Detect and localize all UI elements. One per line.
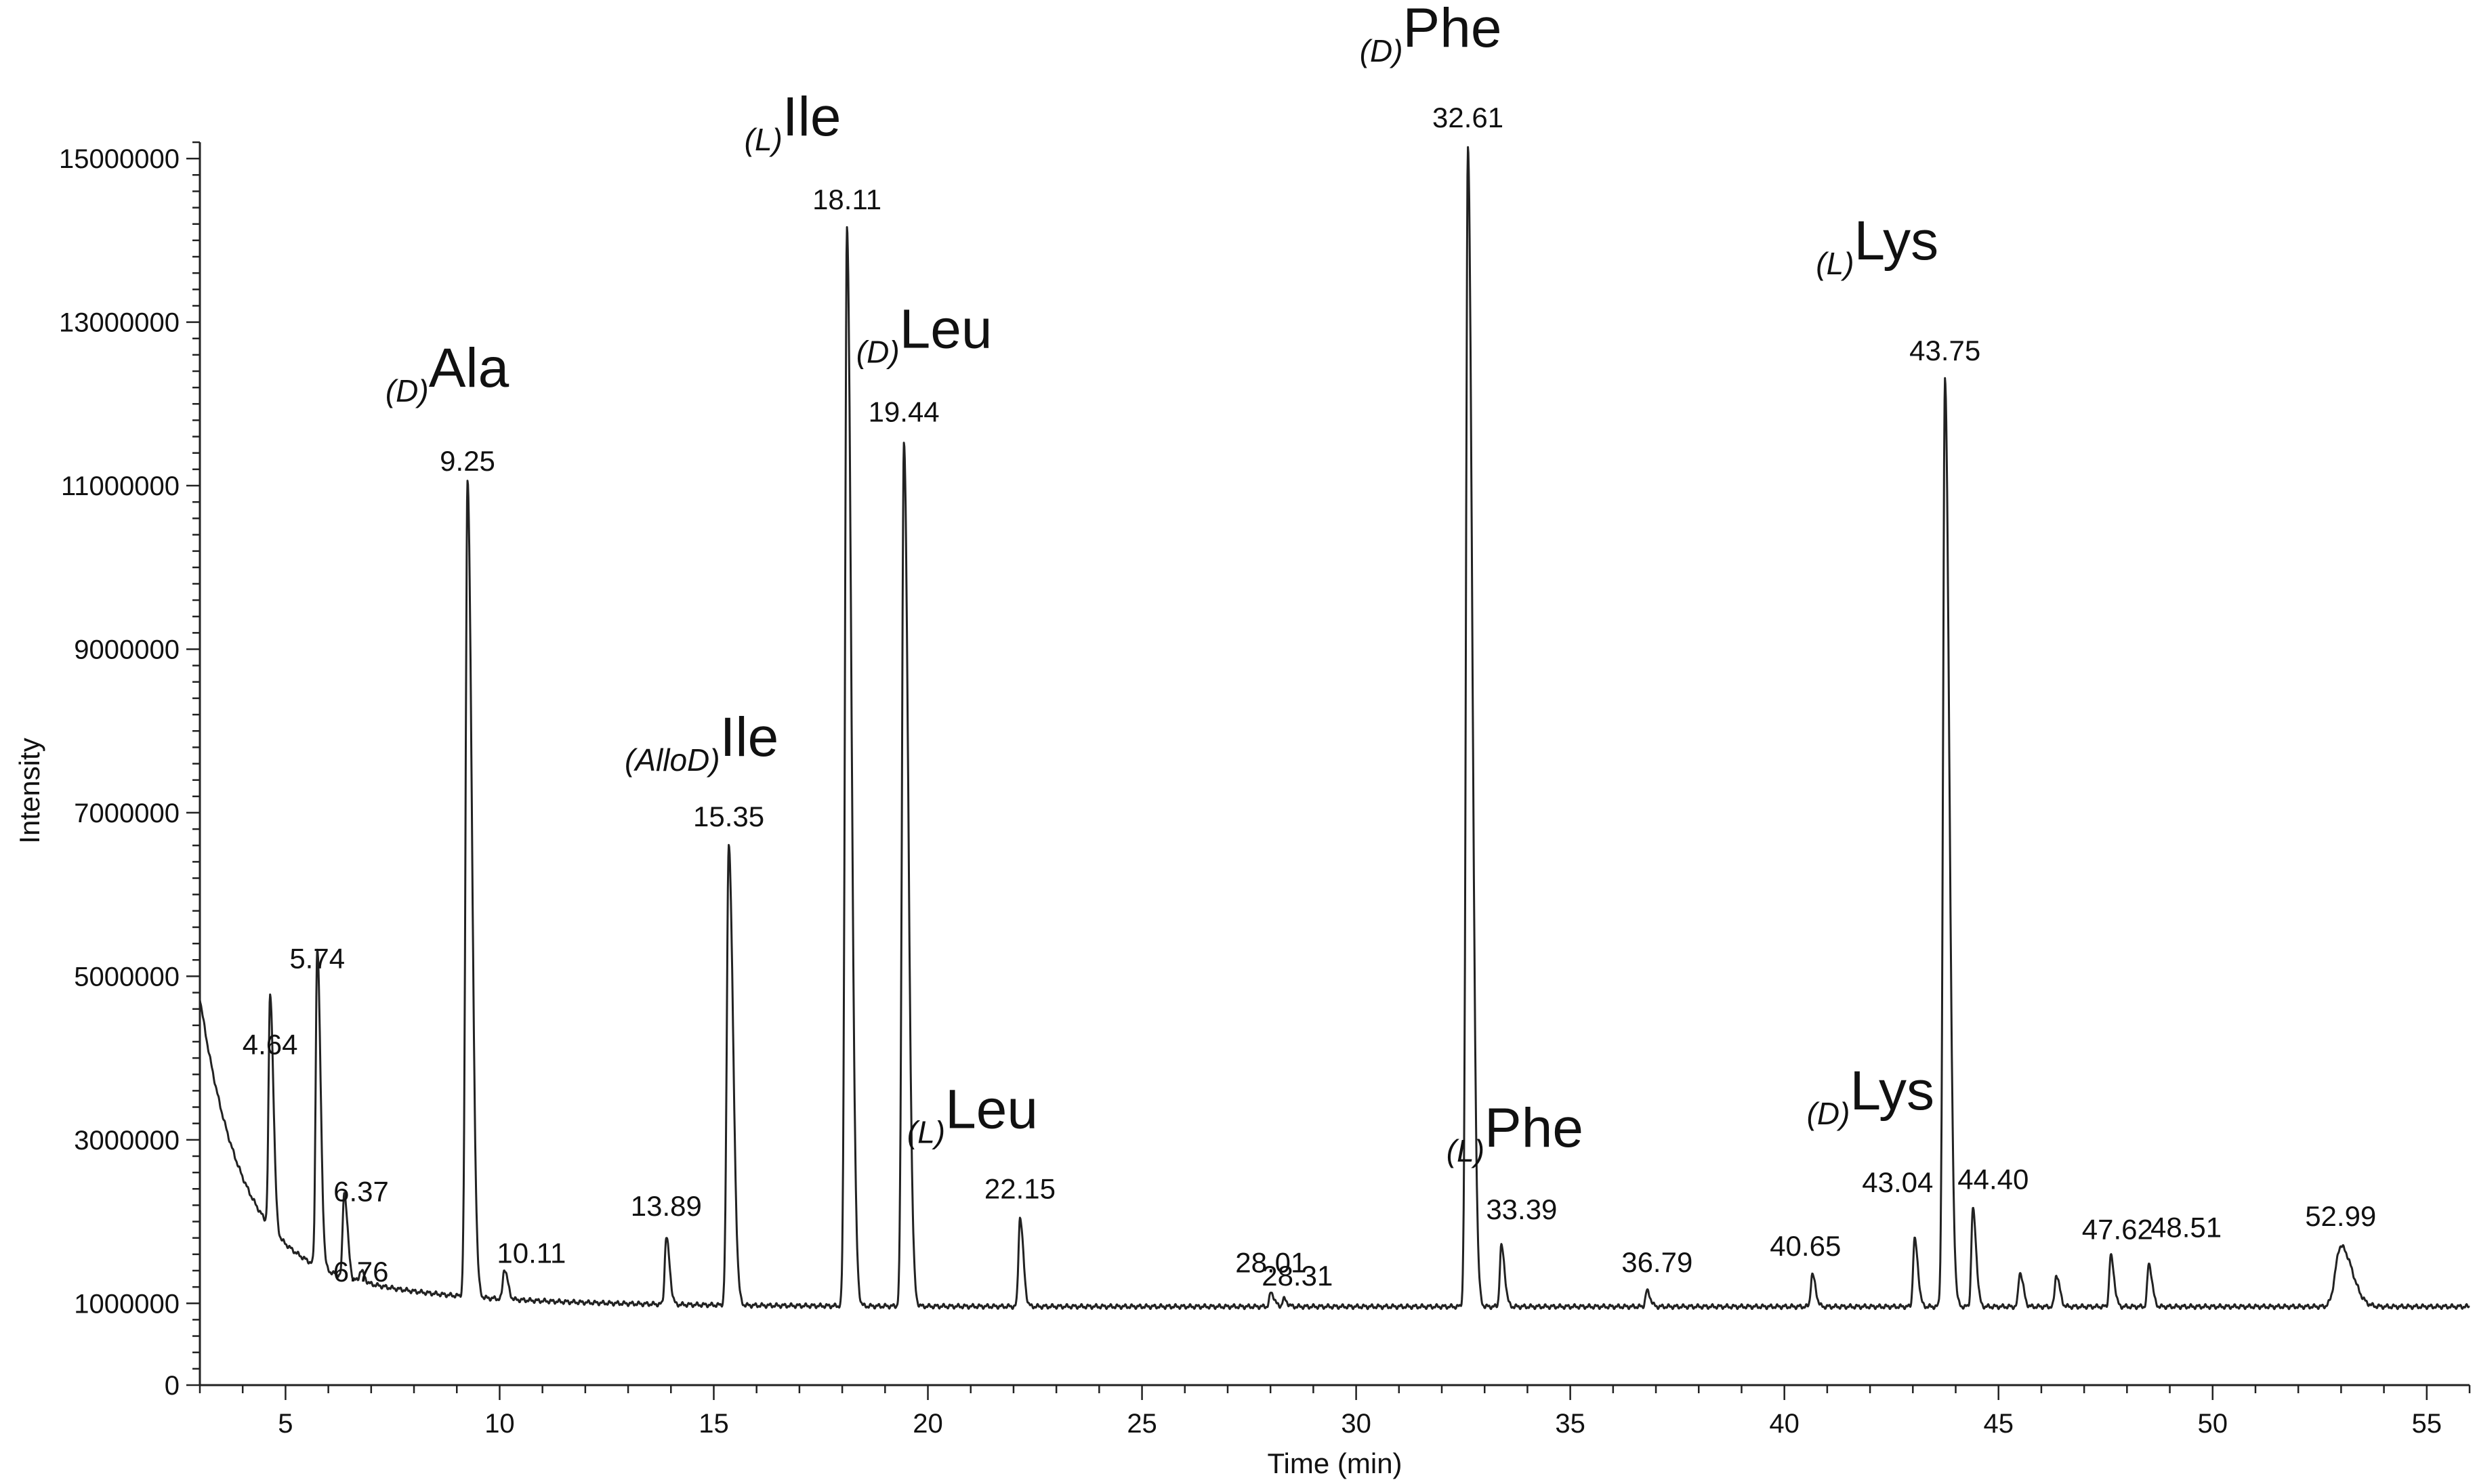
- compound-config: (L): [1816, 246, 1854, 281]
- compound-name: Ile: [783, 86, 841, 148]
- y-tick-label: 15000000: [59, 144, 180, 174]
- x-tick-label: 5: [278, 1409, 293, 1439]
- peak-rt-label: 40.65: [1770, 1230, 1841, 1262]
- peak-rt-label: 5.74: [289, 942, 345, 974]
- y-tick-label: 1000000: [74, 1289, 180, 1319]
- compound-name: Leu: [900, 299, 993, 360]
- peak-rt-label: 9.25: [440, 445, 495, 477]
- peak-rt-label: 44.40: [1957, 1163, 2029, 1195]
- compound-name: Ala: [429, 337, 509, 399]
- y-tick-label: 9000000: [74, 635, 180, 664]
- peak-rt-label: 52.99: [2305, 1200, 2376, 1232]
- compound-config: (D): [1360, 33, 1403, 68]
- peak-rt-label: 36.79: [1621, 1246, 1692, 1278]
- compound-label: (AlloD)Ile: [625, 706, 778, 778]
- y-tick-label: 7000000: [74, 799, 180, 828]
- peak-rt-label: 10.11: [497, 1237, 566, 1269]
- x-tick-label: 20: [913, 1409, 943, 1439]
- compound-name: Lys: [1854, 210, 1939, 272]
- peak-rt-label: 6.37: [333, 1176, 389, 1208]
- compound-config: (L): [1447, 1133, 1484, 1168]
- compound-label: (D)Ala: [386, 337, 509, 408]
- y-tick-label: 0: [165, 1371, 180, 1401]
- x-tick-label: 50: [2198, 1409, 2228, 1439]
- compound-config: (D): [386, 373, 429, 408]
- compound-label: (L)Lys: [1816, 210, 1938, 281]
- compound-name: Phe: [1484, 1097, 1583, 1159]
- peak-labels: 4.64 5.74 6.37 6.76 9.25 10.11 13.89 15.35 18.11…: [243, 102, 2377, 1292]
- peak-rt-label: 18.11: [812, 184, 881, 215]
- compound-config: (AlloD): [625, 742, 720, 778]
- compound-label: (D)Leu: [856, 299, 993, 370]
- peak-rt-label: 19.44: [869, 396, 940, 428]
- compound-labels: (D)Ala(AlloD)Ile(L)Ile(D)Leu(L)Leu(D)Phe…: [386, 0, 1938, 1168]
- peak-rt-label: 32.61: [1432, 102, 1503, 133]
- peak-rt-label: 28.31: [1262, 1260, 1333, 1292]
- y-tick-label: 13000000: [59, 308, 180, 338]
- compound-config: (D): [1807, 1096, 1850, 1131]
- peak-rt-label: 15.35: [693, 801, 764, 832]
- compound-label: (L)Ile: [745, 86, 841, 157]
- compound-label: (D)Phe: [1360, 0, 1502, 68]
- compound-label: (L)Leu: [907, 1079, 1038, 1150]
- compound-config: (L): [907, 1115, 945, 1150]
- chromatogram-trace: [199, 146, 2470, 1311]
- peak-rt-label: 4.64: [243, 1028, 298, 1060]
- peak-rt-label: 28.01: [1235, 1247, 1306, 1279]
- peak-rt-label: 43.75: [1909, 335, 1980, 366]
- x-tick-label: 35: [1555, 1409, 1585, 1439]
- compound-label: (D)Lys: [1807, 1060, 1934, 1131]
- y-ticks: 0 1000000 3000000 5000000 7000000 9000000 1100…: [59, 141, 200, 1401]
- x-axis-title: Time (min): [1267, 1447, 1402, 1479]
- compound-name: Phe: [1403, 0, 1502, 59]
- x-ticks: 5 10 15 20 25 30 35 40 45 50 55: [199, 1385, 2471, 1439]
- compound-config: (L): [745, 122, 783, 157]
- compound-name: Leu: [945, 1079, 1038, 1141]
- peak-rt-label: 6.76: [333, 1256, 389, 1288]
- peak-rt-label: 33.39: [1486, 1193, 1557, 1225]
- axes: 0 1000000 3000000 5000000 7000000 9000000 1100…: [14, 141, 2471, 1479]
- x-tick-label: 30: [1341, 1409, 1371, 1439]
- peak-rt-label: 43.04: [1862, 1166, 1933, 1198]
- peak-rt-label: 47.62: [2082, 1213, 2153, 1245]
- compound-label: (L)Phe: [1447, 1097, 1583, 1168]
- x-tick-label: 45: [1983, 1409, 2014, 1439]
- compound-config: (D): [856, 335, 900, 370]
- compound-name: Lys: [1850, 1060, 1934, 1122]
- peak-rt-label: 22.15: [984, 1173, 1056, 1205]
- y-tick-label: 3000000: [74, 1126, 180, 1156]
- y-tick-label: 11000000: [61, 471, 180, 501]
- y-tick-label: 5000000: [74, 962, 180, 992]
- y-axis-title: Intensity: [14, 738, 45, 843]
- compound-name: Ile: [720, 706, 779, 768]
- x-tick-label: 10: [484, 1409, 515, 1439]
- x-tick-label: 40: [1769, 1409, 1800, 1439]
- x-tick-label: 55: [2412, 1409, 2442, 1439]
- x-tick-label: 25: [1127, 1409, 1157, 1439]
- x-tick-label: 15: [699, 1409, 729, 1439]
- peak-rt-label: 48.51: [2150, 1211, 2222, 1243]
- peak-rt-label: 13.89: [631, 1190, 702, 1222]
